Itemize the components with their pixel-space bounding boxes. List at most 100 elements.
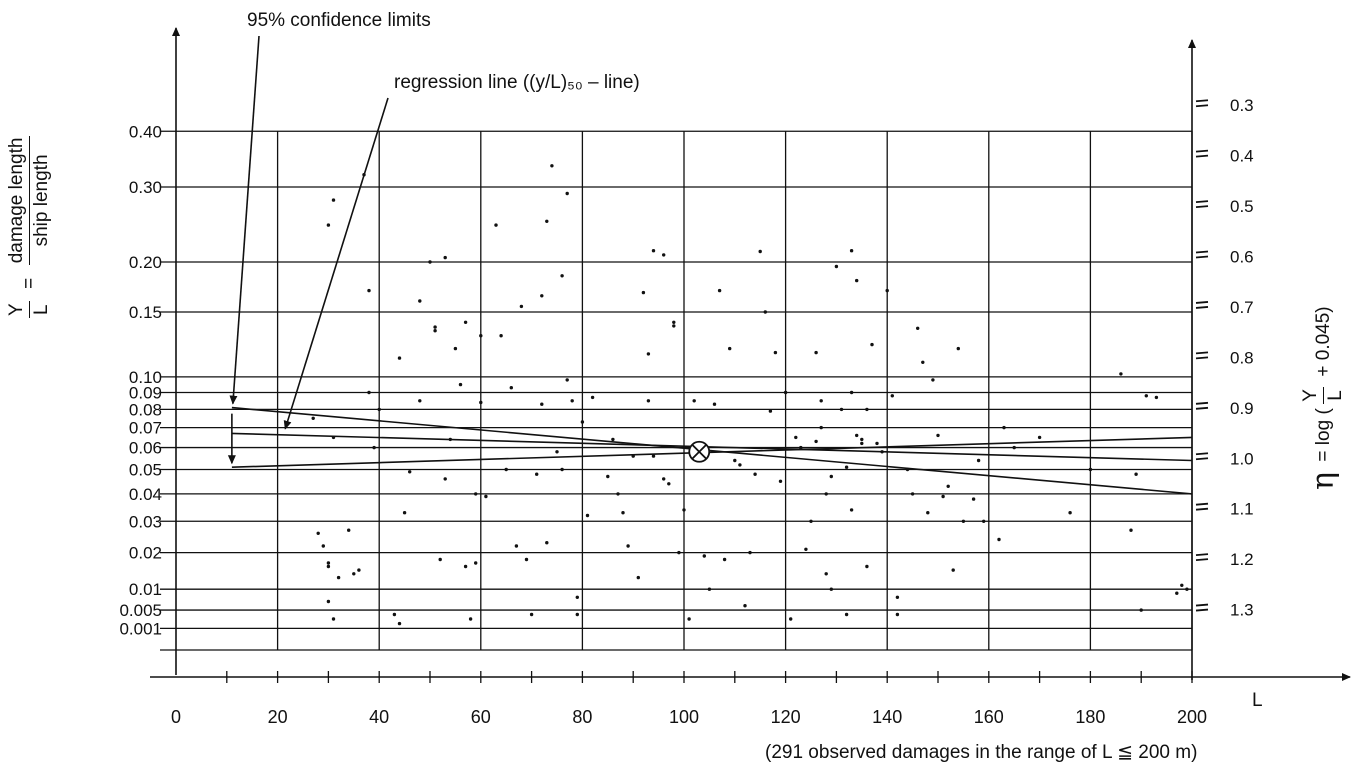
scatter-point [748, 550, 752, 555]
scatter-point [773, 350, 778, 355]
scatter-point [956, 346, 960, 351]
annotation-confidence-limits: 95% confidence limits [247, 10, 431, 31]
eta-tick [1195, 502, 1209, 506]
scatter-point [1139, 608, 1143, 612]
scatter-point [778, 479, 783, 483]
scatter-point [621, 511, 625, 515]
eta-tick [1195, 558, 1209, 562]
axes: 0.400.300.200.150.100.090.080.070.060.05… [119, 27, 1351, 727]
confidence-pointer-arrow [229, 35, 260, 405]
scatter-point [738, 463, 742, 467]
scatter-point [794, 435, 798, 440]
scatter-point [631, 454, 635, 458]
series [231, 406, 1193, 495]
eta-tick [1195, 301, 1209, 304]
scatter-point [646, 399, 651, 403]
scatter-point [590, 395, 595, 400]
scatter-point [418, 399, 422, 403]
scatter-point [458, 382, 463, 387]
scatter-point [484, 494, 488, 499]
scatter-point [433, 325, 437, 329]
y-left-tick-label: 0.06 [129, 439, 162, 458]
scatter-point [606, 474, 610, 479]
x-tick-label: 180 [1075, 707, 1105, 727]
scatter-point [1088, 467, 1093, 472]
eta-tick [1195, 351, 1209, 355]
scatter-point [758, 249, 762, 254]
scatter-point [580, 420, 585, 424]
scatter-point [428, 260, 432, 264]
scatter-point [728, 346, 732, 351]
scatter-point [829, 474, 833, 479]
eta-tick [1195, 154, 1209, 158]
y-left-tick-label: 0.05 [129, 460, 162, 479]
scatter-point [1068, 511, 1072, 515]
eta-tick [1195, 149, 1209, 153]
scatter-point [443, 477, 447, 481]
y-left-tick-label: 0.30 [129, 178, 162, 197]
scatter-point [976, 458, 981, 463]
scatter-point [682, 508, 686, 512]
scatter-point [839, 407, 844, 412]
scatter-point [372, 445, 376, 450]
scatter-point [626, 544, 630, 548]
eta-tick [1195, 452, 1209, 456]
scatter-point [824, 572, 828, 576]
scatter-point [1144, 394, 1149, 398]
scatter-point [326, 599, 331, 604]
scatter-point [1180, 583, 1184, 587]
scatter-point [646, 352, 651, 356]
y-left-rhs-num: damage length [6, 135, 30, 266]
scatter-point [667, 482, 671, 486]
eta-tick-label: 0.9 [1230, 399, 1254, 418]
scatter-point [712, 402, 717, 406]
scatter-point [895, 612, 900, 617]
scatter-point [326, 223, 331, 227]
y-left-tick-label: 0.02 [129, 544, 162, 563]
scatter-point [860, 437, 864, 442]
x-tick-label: 200 [1177, 707, 1207, 727]
scatter-point [1002, 425, 1006, 430]
scatter-point [849, 390, 854, 395]
eta-tick [1195, 205, 1209, 208]
eta-tick [1195, 356, 1209, 360]
scatter-point [910, 492, 915, 496]
scatter-point [763, 310, 767, 314]
scatter-point [519, 304, 524, 309]
scatter-point [865, 407, 869, 412]
scatter-point [662, 253, 666, 257]
x-tick-label: 160 [974, 707, 1004, 727]
eta-text-post: + 0.045) [1312, 306, 1334, 377]
scatter-point [844, 612, 849, 617]
scatter-point [799, 445, 803, 450]
scatter-point [651, 249, 656, 253]
scatter-point [402, 511, 407, 515]
scatter-point [662, 477, 666, 481]
scatter-point [855, 278, 859, 283]
scatter-point [529, 612, 534, 617]
scatter-point [1119, 372, 1123, 376]
scatter-point [570, 399, 574, 403]
x-tick-label: 0 [171, 707, 181, 727]
eta-symbol: η [1306, 472, 1341, 490]
eta-tick [1195, 200, 1209, 203]
scatter-point [743, 604, 747, 608]
scatter-point [687, 617, 691, 621]
y-left-lhs-fraction: Y L [6, 301, 53, 318]
eta-tick-label: 0.4 [1230, 147, 1254, 166]
scatter-point [499, 334, 503, 338]
scatter-point [331, 435, 336, 440]
scatter-point [418, 299, 422, 303]
scatter-point [870, 342, 874, 347]
scatter-point [722, 557, 727, 562]
scatter-point [829, 587, 833, 591]
scatter-point [931, 378, 935, 382]
scatter-point [849, 508, 854, 512]
y-left-tick-label: 0.01 [129, 580, 162, 599]
scatter-point [357, 568, 361, 572]
scatter-point [702, 554, 706, 558]
scatter-point [916, 326, 920, 330]
scatter-point [824, 492, 828, 496]
scatter-point [971, 497, 976, 501]
